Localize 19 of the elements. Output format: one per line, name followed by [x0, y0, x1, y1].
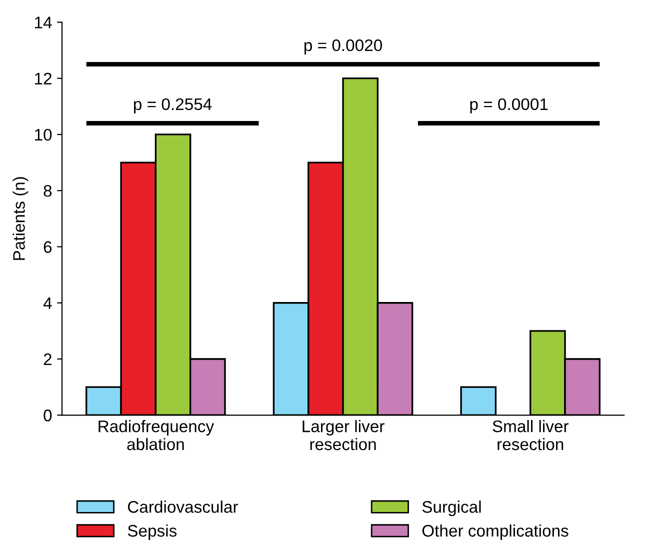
y-tick-label: 14	[35, 16, 52, 28]
annotation: p = 0.0020	[304, 39, 382, 54]
legend-label: Other complications	[422, 524, 568, 540]
x-tick-label: Radiofrequency ablation	[98, 420, 214, 450]
y-tick-label: 10	[35, 128, 52, 141]
x-tick-label: Small liver resection	[492, 420, 569, 450]
y-tick-label: 0	[44, 410, 52, 422]
y-tick-label: 6	[44, 241, 52, 253]
y-tick-label: 8	[44, 185, 52, 197]
annotation: p = 0.0001	[470, 98, 548, 114]
legend-label: Cardiovascular	[128, 500, 238, 513]
x-tick-label: Larger liver resection	[302, 420, 384, 450]
y-tick-label: 2	[44, 353, 52, 366]
legend-label: Surgical	[422, 500, 481, 516]
annotation: p = 0.2554	[134, 98, 212, 114]
y-tick-label: 12	[35, 72, 52, 84]
y-axis-title: Patients (n)	[12, 177, 28, 260]
y-tick-label: 4	[43, 297, 52, 309]
legend-label: Sepsis	[128, 524, 177, 540]
